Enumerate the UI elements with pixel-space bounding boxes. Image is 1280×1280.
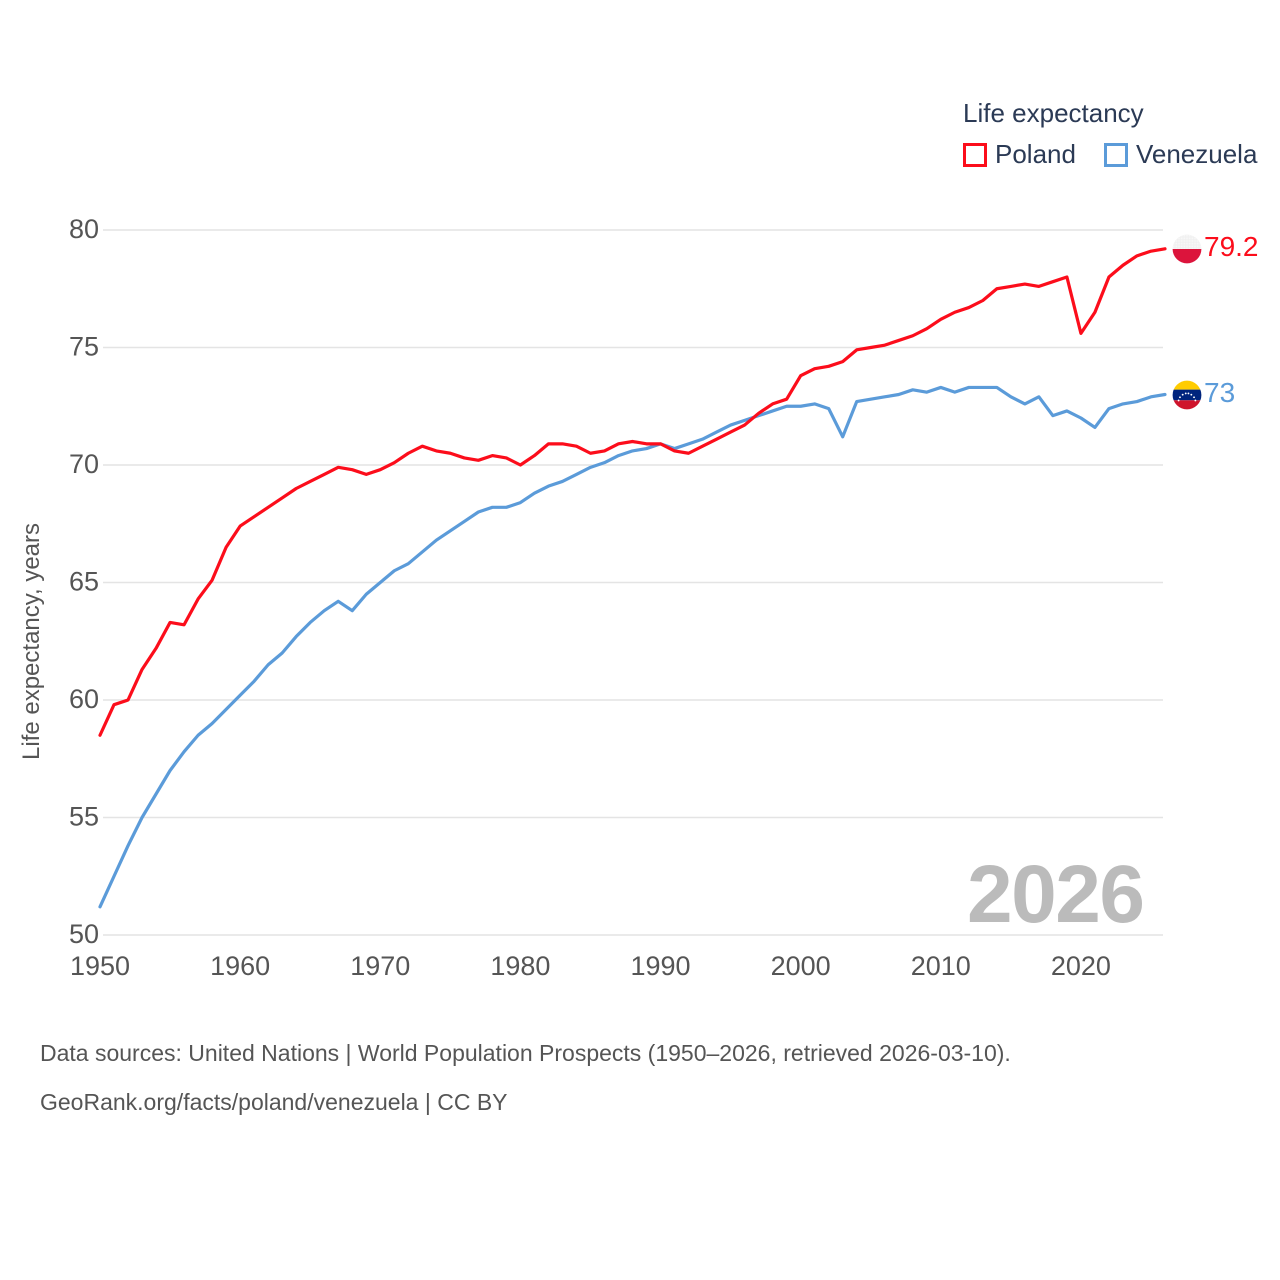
svg-text:1980: 1980: [490, 951, 550, 981]
svg-text:80: 80: [69, 214, 99, 244]
svg-text:65: 65: [69, 567, 99, 597]
svg-text:2010: 2010: [911, 951, 971, 981]
svg-text:2020: 2020: [1051, 951, 1111, 981]
svg-text:1950: 1950: [70, 951, 130, 981]
svg-text:60: 60: [69, 684, 99, 714]
svg-text:1970: 1970: [350, 951, 410, 981]
svg-text:50: 50: [69, 919, 99, 949]
svg-text:1990: 1990: [630, 951, 690, 981]
svg-text:70: 70: [69, 449, 99, 479]
svg-text:55: 55: [69, 802, 99, 832]
svg-text:75: 75: [69, 332, 99, 362]
svg-text:2000: 2000: [771, 951, 831, 981]
svg-text:1960: 1960: [210, 951, 270, 981]
